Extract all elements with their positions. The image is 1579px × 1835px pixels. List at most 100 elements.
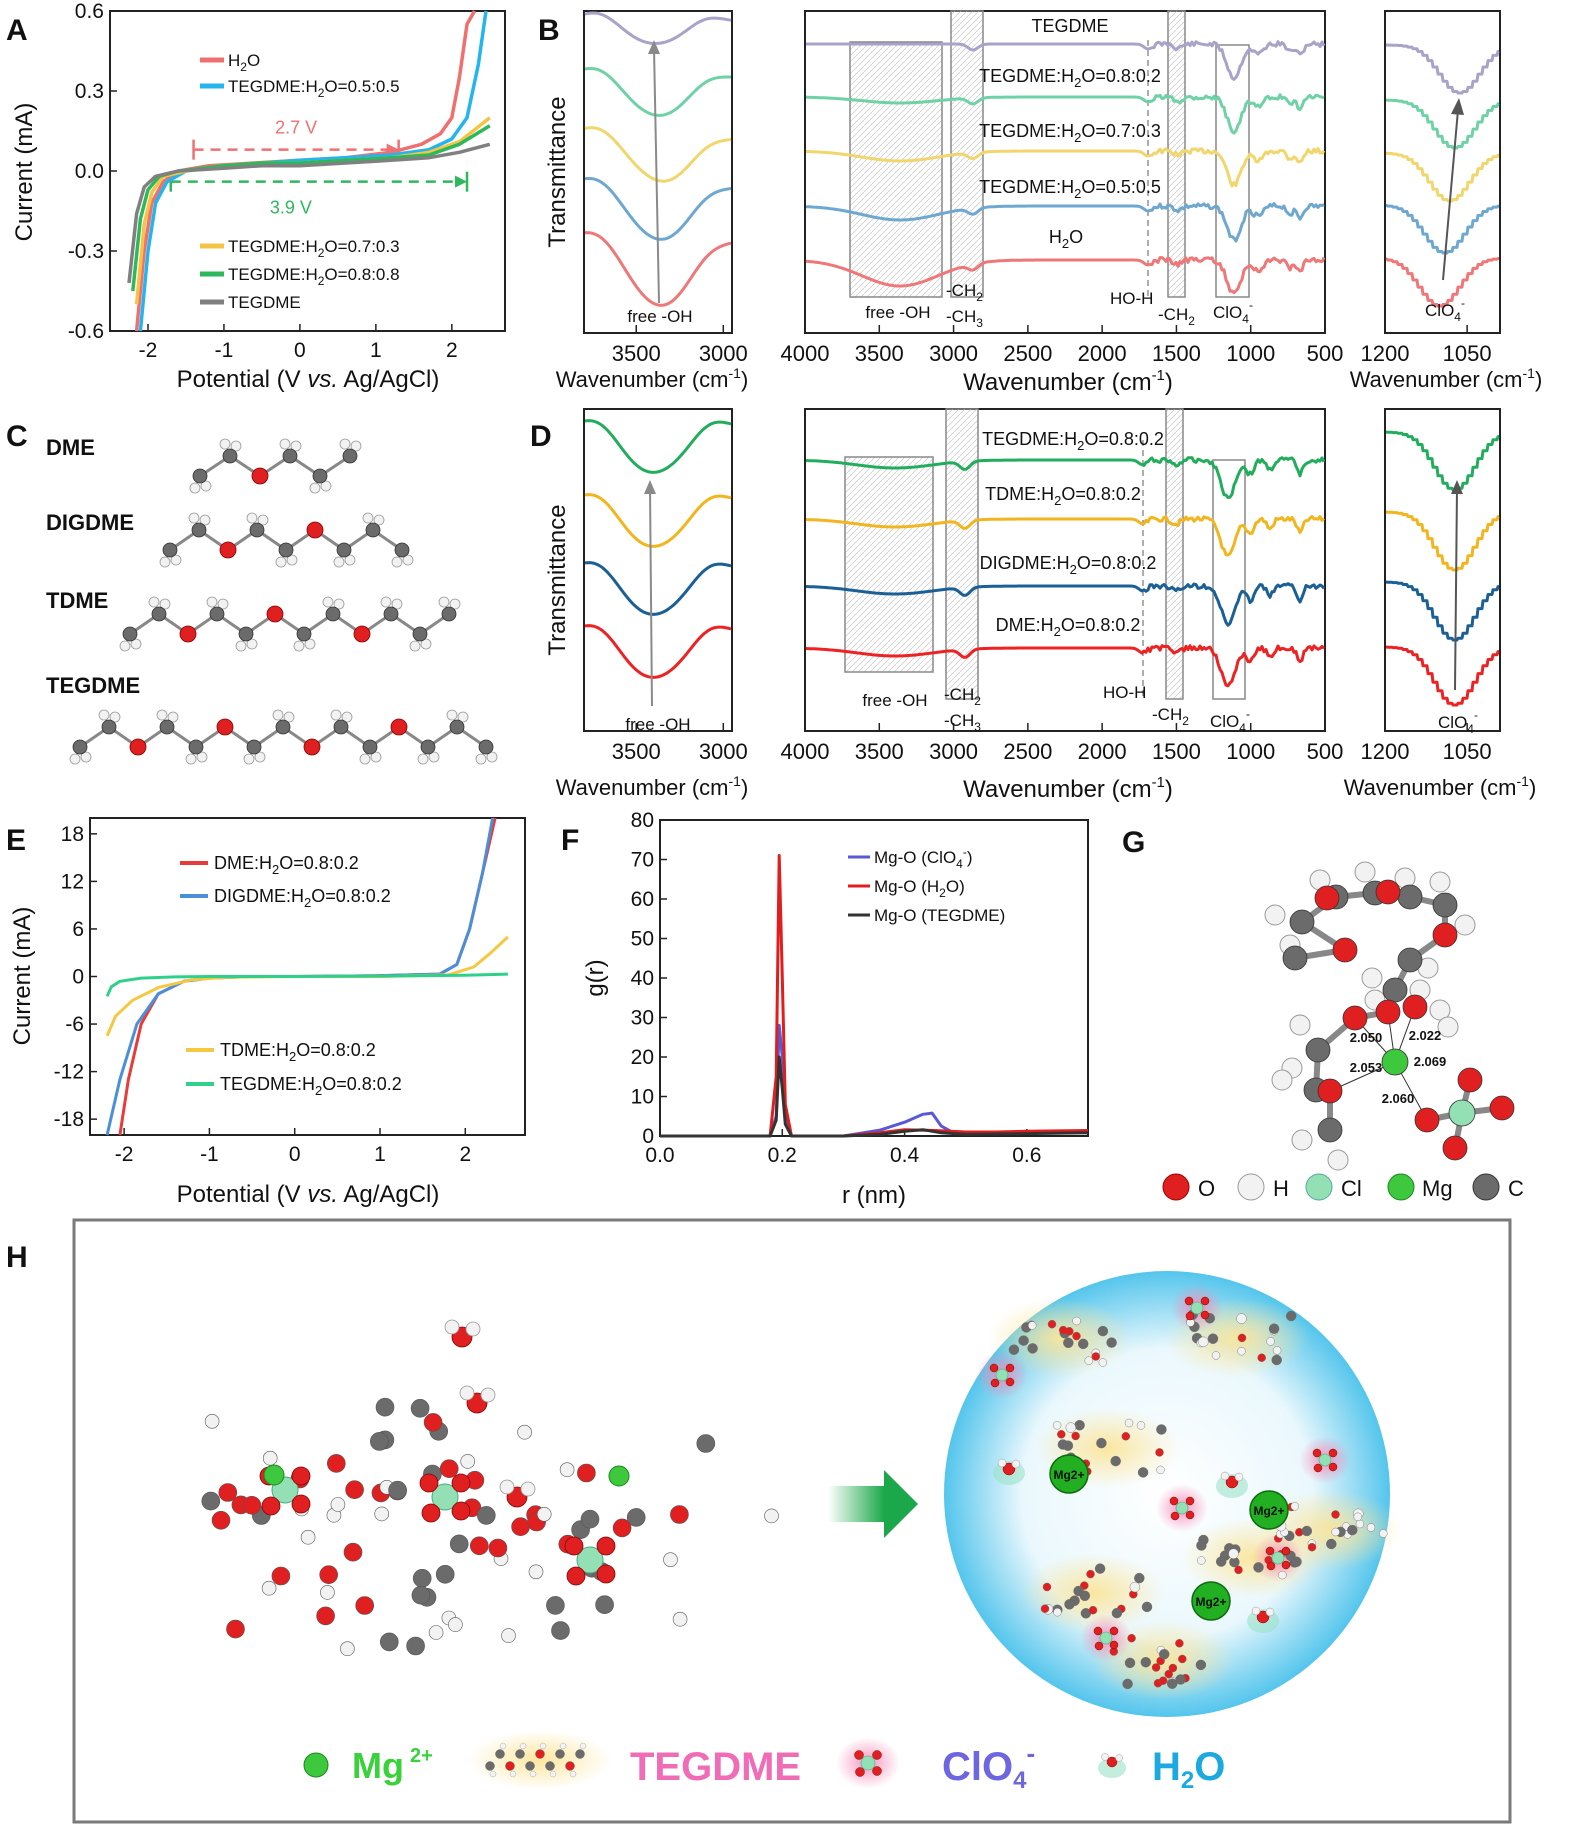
water-h: [499, 1479, 515, 1495]
spectrum-b-left-2: [584, 126, 732, 183]
atom-h: [341, 711, 353, 723]
x-tick-label: 3000: [929, 739, 978, 764]
panel-f-ylabel: g(r): [582, 959, 609, 996]
molecule-label-dme: DME: [46, 435, 95, 460]
tegdme-atom: [1072, 1331, 1081, 1341]
spectrum-d-main-2: [805, 582, 1326, 627]
y-tick-label: 6: [72, 918, 84, 941]
band-label-d-ch2-b: -CH2: [1152, 705, 1189, 728]
clo4-o: [1328, 1462, 1338, 1472]
atom-c: [478, 739, 494, 755]
atom-h: [486, 751, 498, 763]
tegdme-atom: [1195, 1659, 1207, 1671]
legend-water-h: [1115, 1754, 1123, 1762]
atom-o: [1314, 885, 1340, 911]
tegdme-atom: [1266, 1337, 1275, 1346]
clo4-o: [1094, 1641, 1104, 1651]
cluster-mg: [263, 1464, 285, 1486]
series-tegdme-h2o-0-8-0-8: [131, 124, 491, 292]
band-label-d-hoh: HO-H: [1103, 683, 1146, 702]
tegdme-atom: [1074, 1419, 1085, 1431]
legend-tegdme-atom: [515, 1749, 525, 1759]
solvation-sphere-contents: [976, 1284, 1402, 1700]
atom-c: [282, 448, 298, 464]
cluster-atom: [488, 1538, 508, 1558]
legend-tegdme-atom: [495, 1749, 505, 1759]
cluster-atom: [449, 1534, 469, 1554]
panel-b-left-xlabel: Wavenumber (cm-1): [556, 365, 749, 392]
legend-f-clo4: Mg-O (ClO4-): [874, 845, 973, 871]
atom-h: [199, 514, 211, 526]
molecule-label-tdme: TDME: [46, 588, 108, 613]
atom-h: [119, 640, 131, 652]
tegdme-atom: [1268, 1323, 1280, 1334]
panel-d-right-annotation: ClO4-: [1438, 708, 1478, 736]
atom-c: [1397, 947, 1423, 973]
atom-h: [272, 709, 284, 721]
panel-f-frame: [659, 819, 1089, 1137]
water-h: [1011, 1459, 1021, 1469]
tegdme-atom: [1164, 1669, 1173, 1679]
spectrum-b-right-2: [1385, 151, 1500, 203]
atom-c: [312, 468, 328, 484]
clo4-cl: [1175, 1501, 1189, 1515]
cluster-atom: [262, 1450, 278, 1466]
water-h: [459, 1385, 475, 1401]
panel-label-C: C: [6, 420, 28, 453]
y-tick-label: 10: [631, 1086, 654, 1109]
clo4-o: [1185, 1496, 1195, 1506]
x-tick-label: 0: [294, 339, 306, 362]
x-tick-label: 3500: [612, 341, 661, 366]
x-tick-label: 0: [289, 1143, 301, 1166]
tegdme-atom: [1111, 1607, 1123, 1619]
tegdme-atom: [1063, 1337, 1074, 1349]
tegdme-atom: [1307, 1542, 1317, 1552]
clo4-o: [1312, 1448, 1322, 1458]
spectrum-d-main-1: [805, 515, 1326, 557]
atom-h: [148, 596, 160, 608]
clo4-cl: [1190, 1301, 1204, 1315]
spectrum-b-right-4: [1385, 257, 1500, 308]
y-tick-label: -18: [54, 1108, 84, 1131]
atom-h: [391, 598, 403, 610]
clo4-o: [1185, 1510, 1195, 1520]
legend-e-digdme: DIGDME:H2O=0.8:0.2: [214, 886, 391, 910]
legend-atom-O-icon: [1162, 1173, 1190, 1201]
tegdme-atom: [1271, 1354, 1282, 1366]
x-tick-label: 2: [459, 1143, 471, 1166]
panel-a-ticks: -2 -1 0 1 2 -0.6 -0.3 0.0 0.3 0.6: [68, 0, 458, 362]
legend-a-h2o: H2O: [228, 51, 260, 74]
atom-c: [1317, 1117, 1343, 1143]
cluster-atom: [511, 1517, 530, 1536]
tegdme-atom: [1072, 1316, 1081, 1326]
panel-h-frame: [72, 1218, 1512, 1824]
legend-tegdme-h: [519, 1742, 527, 1750]
transition-arrow-icon: [884, 1470, 918, 1538]
cluster-atom: [204, 1414, 220, 1429]
water-o: [1002, 1462, 1016, 1476]
tegdme-atom: [1047, 1319, 1057, 1329]
y-tick-label: 80: [631, 809, 654, 832]
cluster-atom: [411, 1585, 431, 1605]
cluster-atom: [501, 1628, 516, 1643]
atom-h: [409, 640, 421, 652]
panel-b-ylabel: Transmittance: [544, 96, 571, 247]
legend-tegdme-h: [549, 1770, 557, 1778]
panel-a-xlabel: Potential (V vs. Ag/AgCl): [177, 366, 440, 393]
tegdme-atom: [1096, 1437, 1107, 1449]
panel-label-E: E: [6, 824, 26, 857]
molecule-dme: [189, 438, 362, 494]
legend-h-tegdme-icon: [485, 1742, 587, 1778]
series-label-d-digdme: DIGDME:H2O=0.8:0.2: [980, 553, 1157, 577]
tegdme-atom: [1058, 1325, 1068, 1335]
panel-d-main-frame: [804, 408, 1326, 732]
legend-a-0808: TEGDME:H2O=0.8:0.8: [228, 265, 400, 288]
series-label-h2o: H2O: [1049, 227, 1083, 251]
cluster-atom: [375, 1397, 395, 1417]
atom-h: [350, 440, 362, 452]
panel-b-clo4-box: [1215, 44, 1250, 298]
x-tick-label: 3000: [699, 341, 748, 366]
